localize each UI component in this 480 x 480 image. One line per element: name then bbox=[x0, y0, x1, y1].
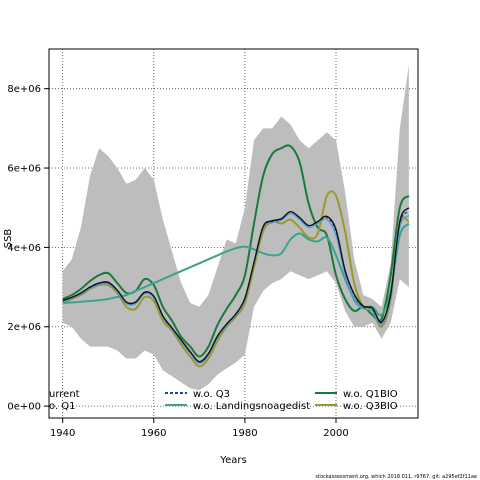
confidence-band bbox=[62, 64, 409, 391]
x-tick-label: 1980 bbox=[232, 428, 257, 439]
x-tick-label: 2000 bbox=[323, 428, 348, 439]
legend-label: urrent bbox=[49, 389, 80, 400]
y-axis-label: SSB bbox=[3, 229, 14, 249]
legend-label: w.o. Q3BIO bbox=[343, 401, 398, 412]
confidence-band-layer bbox=[62, 64, 409, 391]
y-tick-label: 2e+06 bbox=[7, 322, 41, 333]
y-tick-label: 6e+06 bbox=[7, 164, 41, 175]
series-line-current bbox=[62, 207, 410, 363]
series-line-w-o-q1 bbox=[62, 213, 410, 364]
x-axis: 1940 1960 1980 2000 bbox=[50, 418, 349, 439]
legend-label: w.o. Q3 bbox=[193, 389, 230, 400]
legend-label: o. Q1 bbox=[49, 401, 76, 412]
y-tick-label: 0e+00 bbox=[7, 402, 41, 413]
x-tick-label: 1960 bbox=[141, 428, 166, 439]
plot-area-border bbox=[48, 48, 419, 419]
y-tick-label: 4e+06 bbox=[7, 243, 41, 254]
x-axis-label: Years bbox=[219, 455, 246, 466]
y-tick-label: 8e+06 bbox=[7, 84, 41, 95]
x-tick-label: 1940 bbox=[50, 428, 75, 439]
legend-label: w.o. Landingsnoagedist bbox=[193, 401, 310, 412]
series-line-w-o-q1bio bbox=[62, 144, 410, 358]
y-axis: 0e+00 2e+06 4e+06 6e+06 8e+06 bbox=[7, 84, 49, 413]
legend-label: w.o. Q1BIO bbox=[343, 389, 398, 400]
series-lines bbox=[62, 144, 410, 368]
footer-note: stockassessment.org, which 2018 011, r97… bbox=[315, 474, 477, 480]
